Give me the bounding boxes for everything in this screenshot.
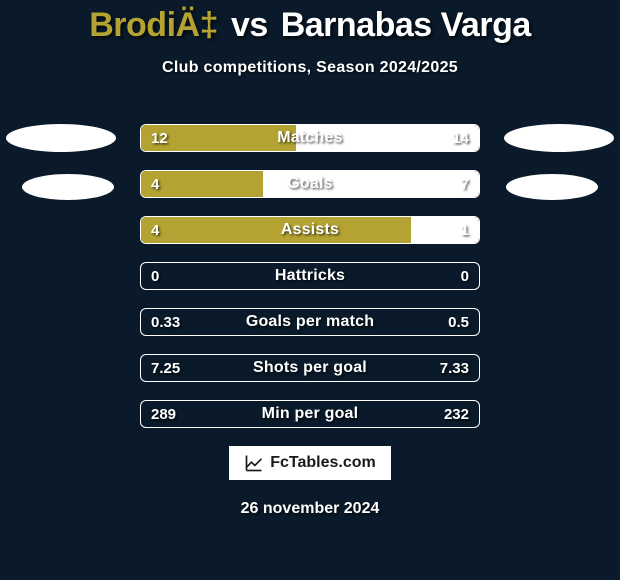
player2-name: Barnabas Varga [281,6,531,44]
date-text: 26 november 2024 [0,500,620,518]
stat-value-right: 7.33 [440,355,469,381]
player1-name: BrodiÄ‡ [89,6,218,44]
stats-rows: 12 Matches 14 4 Goals 7 4 Assists 1 0 Ha… [140,124,480,446]
stat-value-right: 14 [452,125,469,151]
stat-row-min-per-goal: 289 Min per goal 232 [140,400,480,428]
stat-label: Hattricks [141,263,479,289]
player2-photo-placeholder-bottom [506,174,598,200]
stat-label: Min per goal [141,401,479,427]
stat-row-goals-per-match: 0.33 Goals per match 0.5 [140,308,480,336]
stat-row-shots-per-goal: 7.25 Shots per goal 7.33 [140,354,480,382]
stat-row-assists: 4 Assists 1 [140,216,480,244]
player2-photo-placeholder-top [504,124,614,152]
vs-text: vs [231,6,268,44]
stat-label: Matches [141,125,479,151]
stat-value-right: 0 [461,263,469,289]
stat-value-right: 232 [444,401,469,427]
subtitle: Club competitions, Season 2024/2025 [0,59,620,77]
comparison-infographic: { "title": { "player1": "BrodiÄ‡", "vs":… [0,0,620,580]
stat-row-goals: 4 Goals 7 [140,170,480,198]
source-text: FcTables.com [270,454,376,472]
stat-value-right: 7 [461,171,469,197]
stat-label: Assists [141,217,479,243]
stat-row-matches: 12 Matches 14 [140,124,480,152]
stat-value-right: 1 [461,217,469,243]
stat-value-right: 0.5 [448,309,469,335]
source-logo: FcTables.com [227,444,393,482]
stat-label: Shots per goal [141,355,479,381]
page-title: BrodiÄ‡ vs Barnabas Varga [0,0,620,45]
stat-label: Goals per match [141,309,479,335]
stat-label: Goals [141,171,479,197]
chart-icon [244,453,264,473]
player1-photo-placeholder-bottom [22,174,114,200]
player1-photo-placeholder-top [6,124,116,152]
stat-row-hattricks: 0 Hattricks 0 [140,262,480,290]
